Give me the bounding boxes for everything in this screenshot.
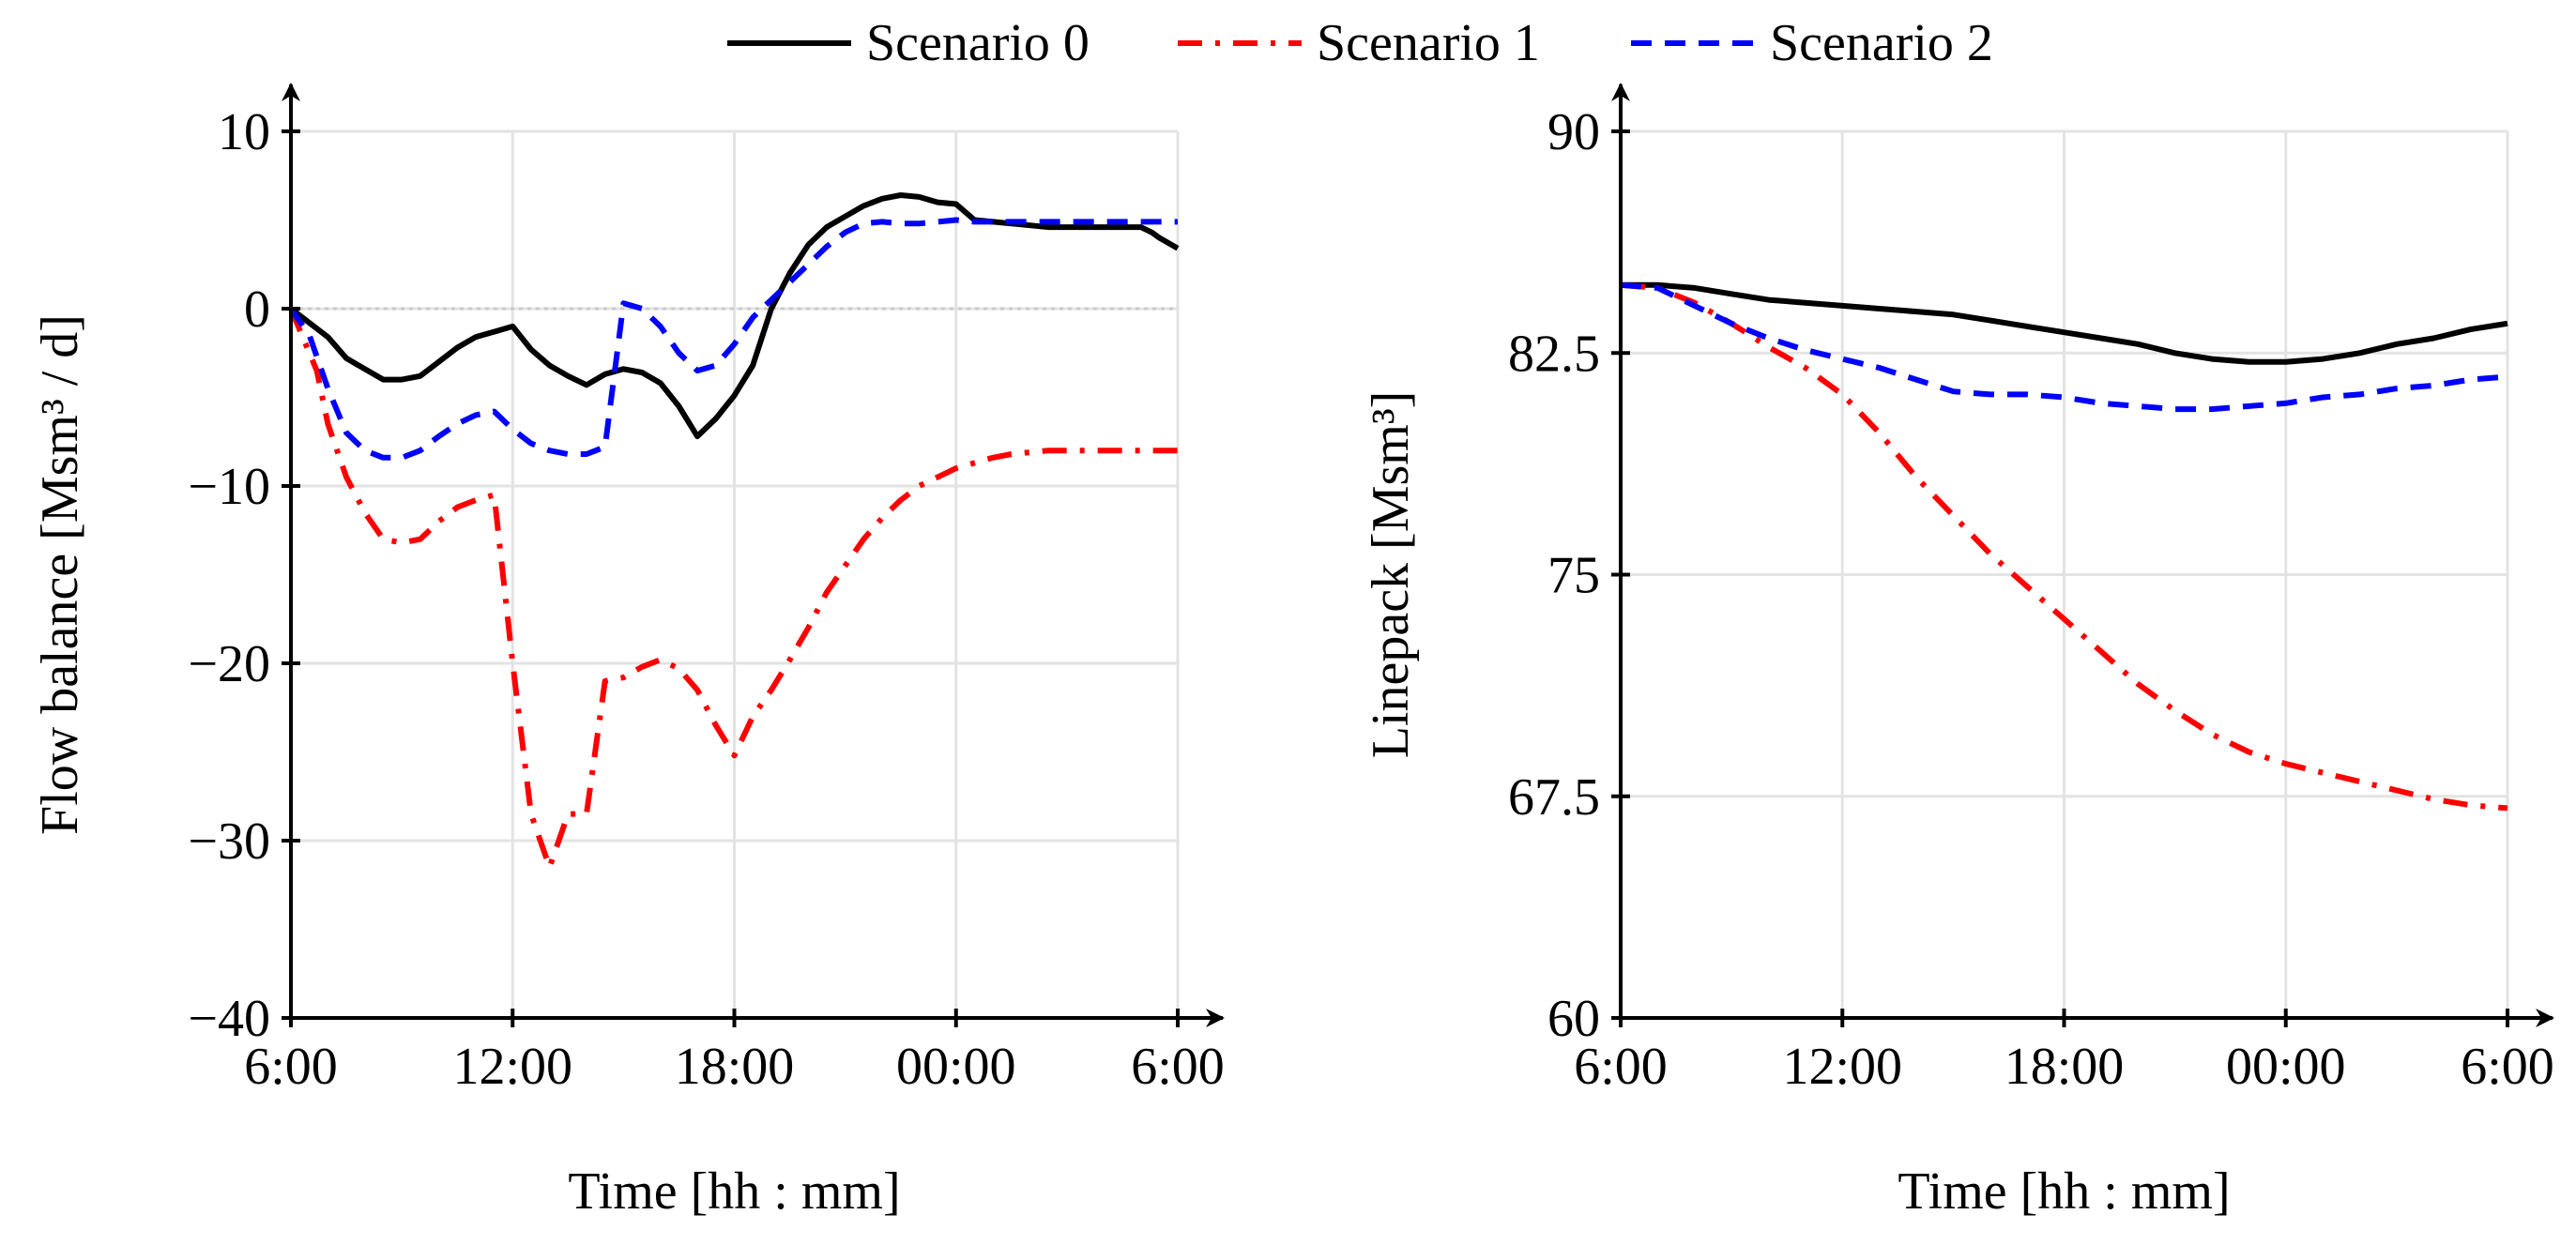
linepack-series-scenario-2 — [1620, 281, 2508, 413]
linepack-y-tick-label: 75 — [1547, 547, 1600, 605]
flow-balance-gridlines — [291, 129, 1180, 1018]
linepack-x-tick-label: 12:00 — [1782, 1038, 1902, 1096]
flow-balance-y-tick-label: 10 — [218, 103, 270, 161]
linepack-series-scenario-0 — [1621, 281, 2508, 365]
legend-label-scenario-1: Scenario 1 — [1317, 14, 1540, 72]
flow-balance-axes — [282, 83, 1225, 1027]
linepack-x-tick-label: 00:00 — [2226, 1038, 2346, 1096]
linepack-x-axis-label: Time [hh : mm] — [1898, 1162, 2230, 1221]
linepack-y-tick-label: 67.5 — [1508, 768, 1600, 827]
flow-balance-x-tick-label: 18:00 — [675, 1038, 795, 1096]
flow-balance-x-axis-label: Time [hh : mm] — [568, 1162, 900, 1221]
flow-balance-series-scenario-1 — [288, 307, 1178, 871]
linepack-y-tick-label: 82.5 — [1508, 325, 1600, 383]
flow-balance-y-tick-label: −20 — [188, 635, 270, 693]
flow-balance-y-tick-label: −30 — [188, 812, 270, 871]
linepack-axes — [1611, 83, 2554, 1027]
linepack-y-axis-label: Linepack [Msm³] — [1362, 391, 1420, 759]
flow-balance-y-tick-label: −10 — [188, 458, 270, 516]
linepack-series — [1620, 281, 2508, 812]
flow-balance-x-tick-label: 00:00 — [896, 1038, 1016, 1096]
linepack-x-tick-label: 6:00 — [1574, 1038, 1668, 1096]
linepack-y-tick-label: 90 — [1547, 103, 1600, 161]
flow-balance-y-tick-label: −40 — [188, 990, 270, 1048]
legend-label-scenario-0: Scenario 0 — [866, 14, 1090, 72]
linepack-series-scenario-1 — [1620, 281, 2508, 812]
flow-balance-y-axis-label: Flow balance [Msm³ / d] — [31, 314, 89, 835]
flow-balance-x-tick-label: 6:00 — [244, 1038, 338, 1096]
linepack-y-tick-label: 60 — [1547, 990, 1600, 1048]
flow-balance-series-scenario-2 — [288, 217, 1178, 461]
legend-label-scenario-2: Scenario 2 — [1770, 14, 1993, 72]
flow-balance-y-tick-label: 0 — [244, 281, 270, 339]
linepack-x-tick-label: 18:00 — [2004, 1038, 2125, 1096]
legend: Scenario 0 Scenario 1 Scenario 2 — [727, 14, 1993, 72]
flow-balance-series — [288, 192, 1180, 871]
linepack-gridlines — [1621, 129, 2509, 1018]
flow-balance-x-tick-label: 12:00 — [452, 1038, 572, 1096]
flow-balance-series-scenario-0 — [289, 192, 1180, 440]
flow-balance-x-tick-label: 6:00 — [1131, 1038, 1225, 1096]
linepack-x-tick-label: 6:00 — [2461, 1038, 2554, 1096]
